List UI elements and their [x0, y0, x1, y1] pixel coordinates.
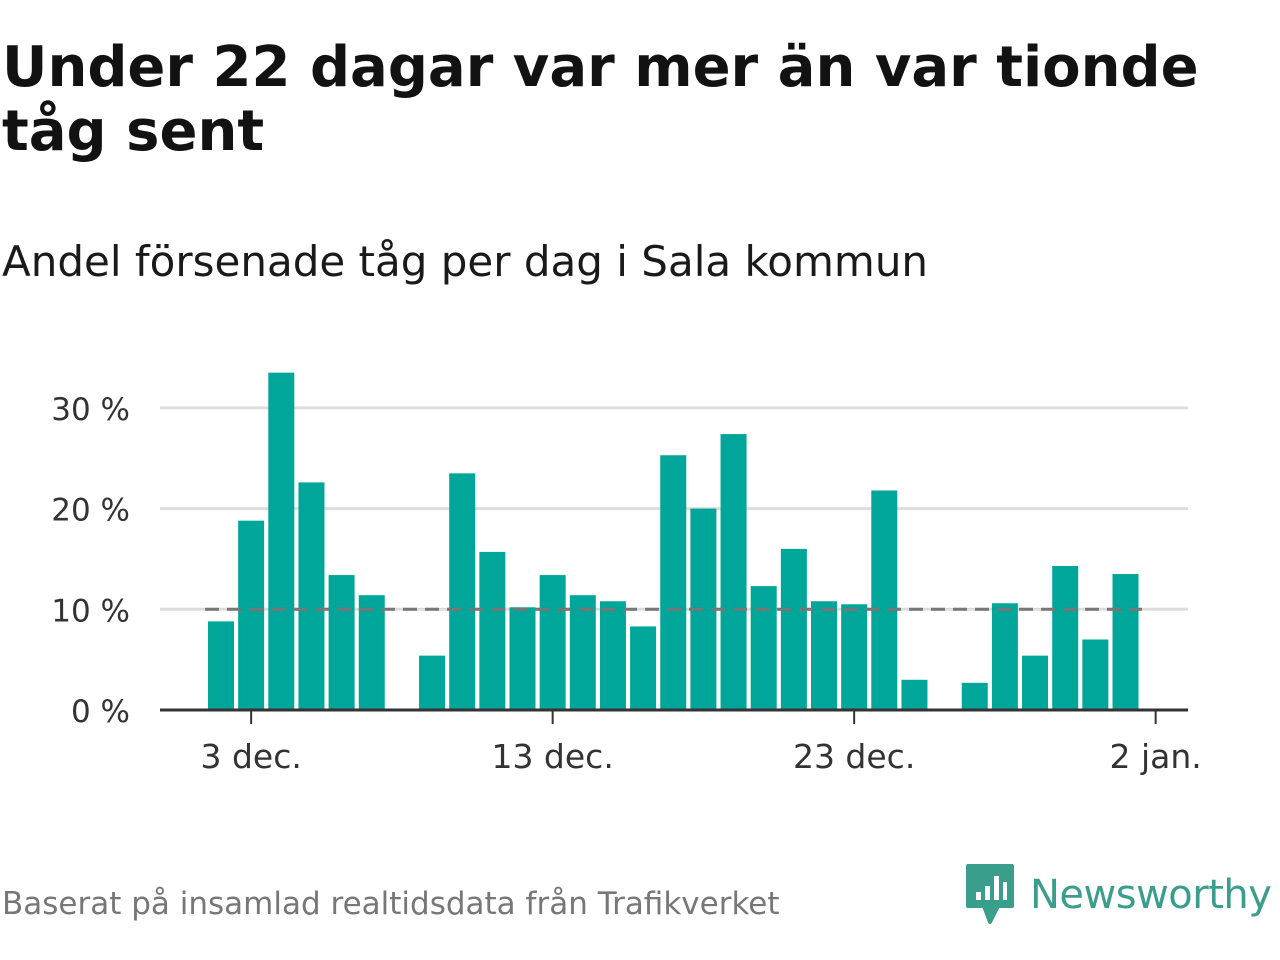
- bar-chart: 2 dec.: 8.8 %3 dec.: 18.8 %4 dec.: 33.5 …: [51, 372, 1202, 776]
- bar: 5 dec.: 22.6 %: [298, 482, 325, 710]
- y-tick-label: 0 %: [71, 694, 130, 730]
- bar: 3 dec.: 18.8 %: [238, 520, 265, 710]
- y-tick-label: 30 %: [51, 392, 130, 428]
- bar: 9 dec.: 5.4 %: [419, 655, 446, 710]
- bar: 22 dec.: 10.8 %: [811, 601, 837, 710]
- bar: 2 dec.: 8.8 %: [208, 621, 234, 710]
- bar: 29 dec.: 5.4 %: [1022, 655, 1049, 710]
- brand-name: Newsworthy: [1030, 872, 1272, 918]
- bar: 20 dec.: 12.3 %: [750, 586, 777, 710]
- axes: [160, 708, 1188, 724]
- x-tick-label: 3 dec.: [200, 737, 301, 776]
- bar: 16 dec.: 8.3 %: [630, 626, 657, 710]
- chart-title: Under 22 dagar var mer än var tionde tåg…: [2, 35, 1199, 164]
- bar: 6 dec.: 13.4 %: [328, 575, 355, 710]
- bar: 1 jan.: 13.5 %: [1112, 574, 1139, 710]
- bar: 31 dec.: 7 %: [1082, 639, 1109, 710]
- y-tick-label: 20 %: [51, 493, 130, 529]
- bar: 4 dec.: 33.5 %: [268, 372, 295, 710]
- y-tick-labels: 0 % 10 % 20 % 30 %: [51, 392, 130, 730]
- bar: 19 dec.: 27.4 %: [720, 434, 747, 710]
- bar: 10 dec.: 23.5 %: [449, 473, 476, 710]
- bar: 24 dec.: 21.8 %: [871, 490, 898, 710]
- bar: 17 dec.: 25.3 %: [660, 455, 687, 710]
- source-note: Baserat på insamlad realtidsdata från Tr…: [2, 886, 780, 922]
- bar: 23 dec.: 10.5 %: [841, 604, 868, 710]
- bar: 27 dec.: 2.7 %: [961, 682, 988, 710]
- bar: 15 dec.: 10.8 %: [599, 601, 626, 710]
- y-tick-label: 10 %: [51, 593, 130, 629]
- bar: 25 dec.: 3 %: [901, 679, 928, 710]
- bar: 13 dec.: 13.4 %: [539, 575, 566, 710]
- brand-logo[interactable]: Newsworthy: [964, 862, 1272, 928]
- chat-bubble-bar-chart-icon: [966, 864, 1014, 924]
- bar: 7 dec.: 11.4 %: [358, 595, 385, 710]
- bar: 28 dec.: 10.6 %: [991, 603, 1018, 710]
- chart-subtitle: Andel försenade tåg per dag i Sala kommu…: [2, 237, 929, 286]
- bar: 11 dec.: 15.7 %: [479, 551, 506, 710]
- x-tick-label: 2 jan.: [1110, 737, 1202, 776]
- bar: 21 dec.: 16 %: [780, 548, 807, 710]
- x-tick-label: 13 dec.: [491, 737, 613, 776]
- bar: 14 dec.: 11.4 %: [569, 595, 596, 710]
- bars: 2 dec.: 8.8 %3 dec.: 18.8 %4 dec.: 33.5 …: [208, 372, 1139, 710]
- x-tick-label: 23 dec.: [793, 737, 915, 776]
- bar: 12 dec.: 10.2 %: [509, 607, 536, 710]
- bar: 30 dec.: 14.3 %: [1052, 565, 1079, 710]
- x-tick-labels: 3 dec. 13 dec. 23 dec. 2 jan.: [200, 737, 1201, 776]
